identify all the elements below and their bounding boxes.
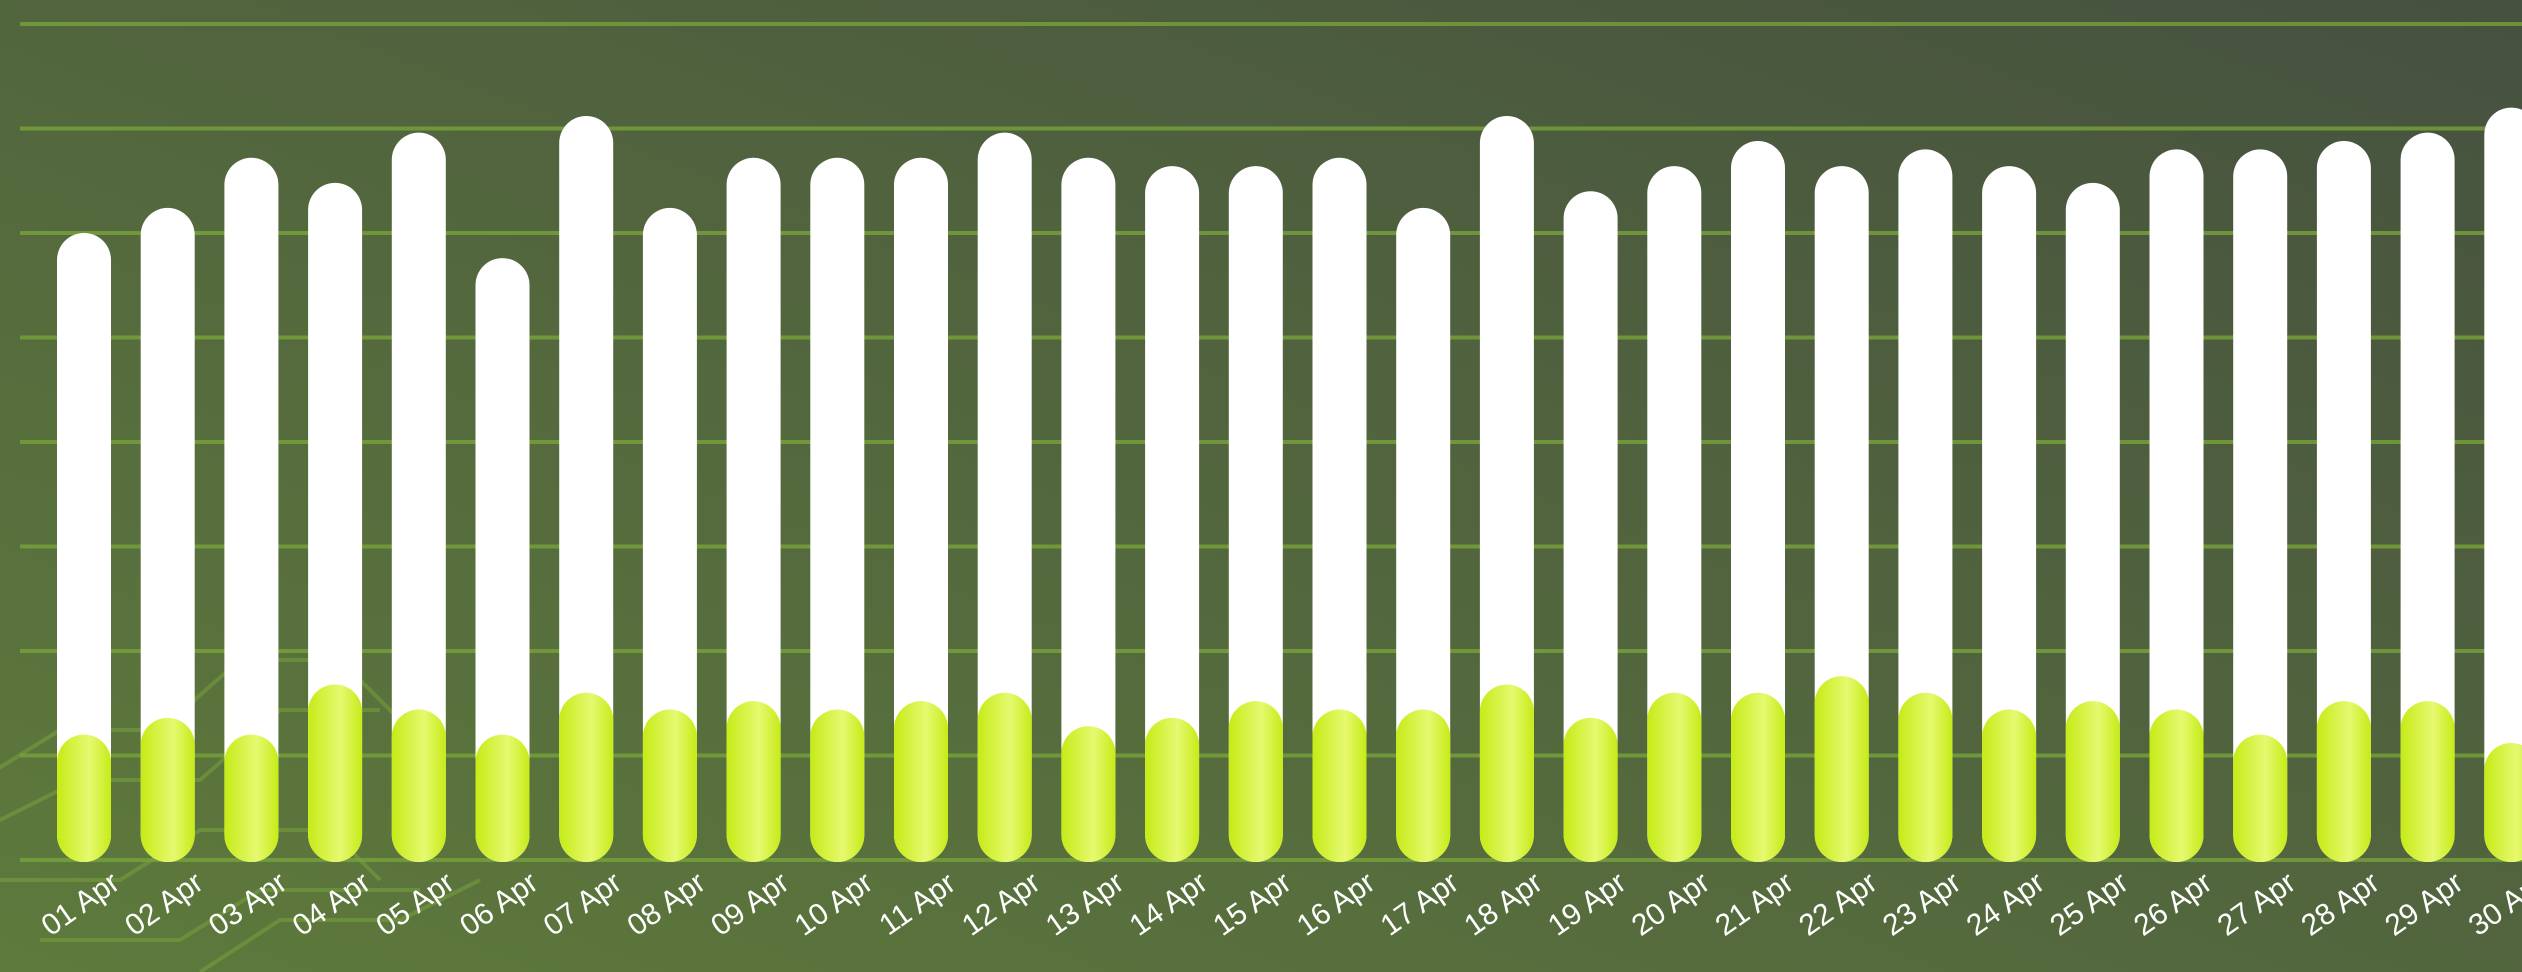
bar-track xyxy=(2233,149,2288,862)
bar-fill xyxy=(224,734,279,862)
bar-track xyxy=(1396,207,1451,863)
bar-fill xyxy=(2149,709,2204,862)
bar-track xyxy=(1731,141,1785,863)
bar-track xyxy=(1479,115,1534,862)
bar-track xyxy=(2316,141,2371,863)
bar-track xyxy=(2400,132,2455,862)
bar-tracks xyxy=(57,107,2522,863)
bar-fill xyxy=(2233,734,2288,862)
bar-fill xyxy=(894,701,948,862)
bar-track xyxy=(1312,157,1367,862)
bar-fill xyxy=(1982,709,2037,862)
bar-track xyxy=(1898,149,1953,862)
bar-track xyxy=(894,157,948,862)
bar-track xyxy=(810,157,865,862)
bar-track xyxy=(1145,166,1200,862)
bar-fill xyxy=(1061,726,1116,862)
bar-track xyxy=(140,207,195,863)
bar-fill xyxy=(642,709,697,862)
bar-fill xyxy=(1479,684,1534,862)
bar-fill xyxy=(475,734,530,862)
bar-track xyxy=(1061,157,1116,862)
bar-track xyxy=(2484,107,2522,862)
decoration-outline xyxy=(40,888,420,942)
bar-track xyxy=(391,132,446,862)
bar-fill xyxy=(2065,701,2120,862)
bar-fill xyxy=(810,709,865,862)
bar-fill xyxy=(1814,676,1869,862)
bar-fill xyxy=(726,701,781,862)
bar-track xyxy=(559,115,614,862)
bar-track xyxy=(642,207,697,863)
bar-fill xyxy=(308,684,363,862)
bar-fill xyxy=(1647,692,1702,862)
bar-track xyxy=(1647,166,1702,862)
bar-fill xyxy=(1312,709,1367,862)
bar-track xyxy=(1563,191,1618,862)
bar-fill xyxy=(57,734,111,862)
decoration-outline xyxy=(198,878,481,972)
bar-fill xyxy=(140,717,195,862)
bar-fill xyxy=(391,709,446,862)
bar-track xyxy=(726,157,781,862)
bar-fill xyxy=(977,692,1032,862)
bar-fill xyxy=(559,692,614,862)
bar-track xyxy=(475,258,530,863)
bar-fill xyxy=(1396,709,1451,862)
bar-fill xyxy=(1228,701,1283,862)
bar-track xyxy=(977,132,1032,862)
bar-track xyxy=(224,157,279,862)
bar-fill xyxy=(1898,692,1953,862)
bar-track xyxy=(2149,149,2204,862)
bar-fill xyxy=(2316,701,2371,862)
bar-track xyxy=(1982,166,2037,862)
bar-fill xyxy=(2400,701,2455,862)
bar-track xyxy=(57,233,111,862)
bar-track xyxy=(1228,166,1283,862)
bar-fill xyxy=(1731,692,1785,862)
bar-fill xyxy=(1145,717,1200,862)
bar-fill xyxy=(2484,742,2522,862)
bar-fills xyxy=(57,676,2522,862)
bar-track xyxy=(2065,182,2120,863)
bar-fill xyxy=(1563,717,1618,862)
